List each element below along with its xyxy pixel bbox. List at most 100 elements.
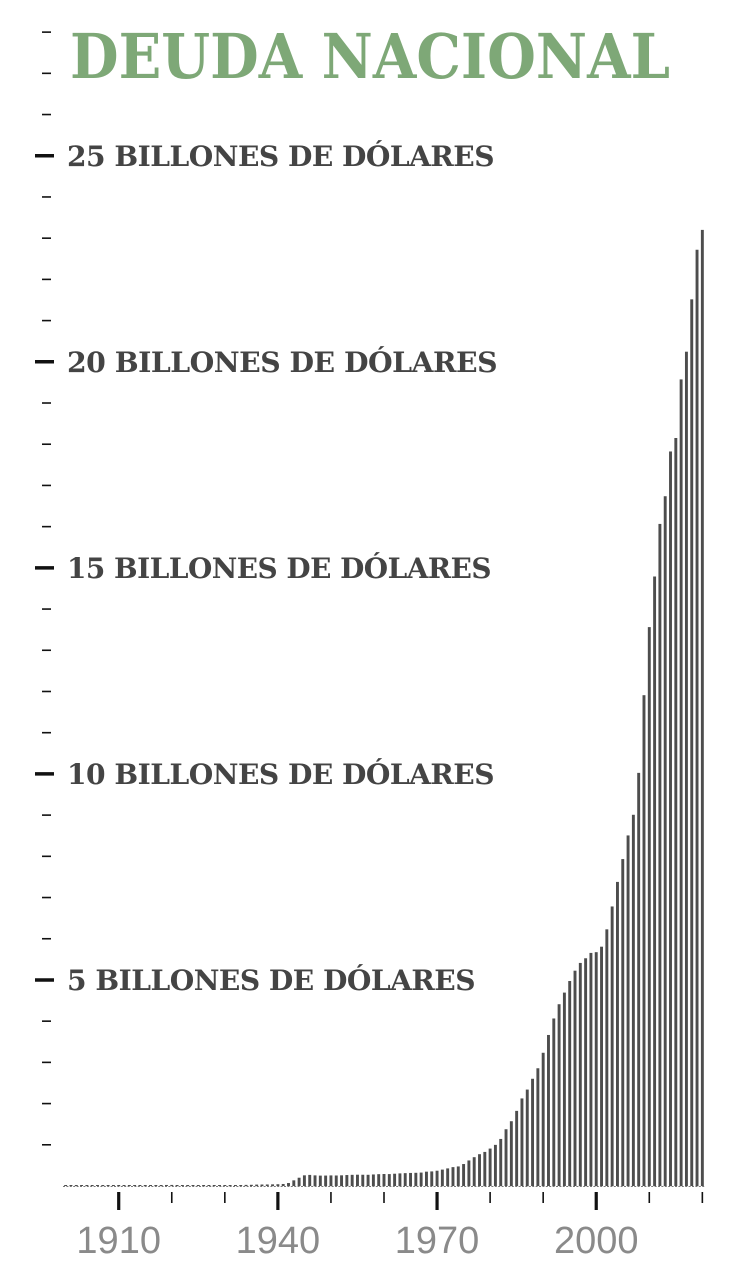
bar: [504, 1129, 508, 1186]
x-ticks: [117, 1192, 704, 1210]
bar: [589, 952, 593, 1186]
bar: [159, 1185, 163, 1186]
bar: [318, 1175, 322, 1186]
bar: [525, 1089, 529, 1186]
bar: [690, 299, 694, 1187]
bar: [202, 1185, 206, 1186]
bar: [578, 962, 582, 1186]
bar: [366, 1174, 370, 1186]
bar: [149, 1185, 153, 1186]
x-tick-labels: 1910 1940 1970 2000: [76, 1220, 638, 1262]
bar: [281, 1183, 285, 1186]
bar: [64, 1185, 68, 1186]
bar: [371, 1174, 375, 1186]
bar: [334, 1175, 338, 1186]
bar: [435, 1170, 439, 1186]
bar: [265, 1184, 269, 1186]
bar: [244, 1184, 248, 1186]
bar: [80, 1185, 84, 1186]
bar: [642, 695, 646, 1186]
bar: [478, 1154, 481, 1186]
bar: [143, 1185, 147, 1186]
bar: [493, 1144, 497, 1186]
bar: [621, 859, 625, 1186]
bar: [223, 1185, 227, 1186]
bar: [287, 1183, 290, 1186]
bar: [398, 1173, 402, 1186]
bar: [382, 1174, 386, 1186]
bar: [536, 1068, 540, 1186]
bar: [133, 1185, 137, 1186]
bar: [127, 1185, 131, 1186]
bar: [393, 1173, 397, 1186]
bar: [106, 1185, 110, 1186]
bar: [191, 1185, 195, 1186]
bar: [456, 1166, 460, 1186]
bar: [196, 1185, 200, 1186]
bar: [658, 523, 662, 1186]
bar: [329, 1175, 333, 1186]
y-major-ticks: [35, 154, 54, 982]
x-tick-label: 1910: [76, 1220, 161, 1262]
bar: [377, 1174, 381, 1186]
bar: [387, 1174, 391, 1186]
bar: [541, 1052, 545, 1186]
y-tick-label: 15 BILLONES DE DÓLARES: [67, 551, 491, 585]
bar: [302, 1175, 306, 1186]
bars: [64, 229, 704, 1187]
x-tick-label: 1940: [236, 1220, 321, 1262]
bar: [340, 1175, 344, 1186]
bar: [228, 1185, 232, 1186]
bar: [616, 881, 619, 1186]
bar: [90, 1185, 94, 1186]
bar: [292, 1180, 296, 1186]
bar: [345, 1175, 349, 1186]
chart-title: DEUDA NACIONAL: [70, 20, 670, 93]
bar: [419, 1172, 423, 1186]
bar: [684, 351, 688, 1186]
bar: [626, 835, 630, 1186]
bar: [122, 1185, 126, 1186]
bar: [605, 929, 609, 1186]
bar: [674, 438, 678, 1186]
bar: [239, 1185, 243, 1186]
x-tick-label: 2000: [554, 1220, 639, 1262]
bar: [547, 1034, 550, 1186]
bar: [276, 1184, 280, 1186]
bar: [679, 379, 683, 1186]
bar: [74, 1185, 78, 1186]
bar: [186, 1185, 190, 1186]
bar: [568, 981, 572, 1186]
bar: [297, 1177, 301, 1186]
bar: [584, 958, 588, 1186]
bar: [430, 1171, 434, 1186]
bar: [138, 1185, 142, 1186]
bar: [562, 992, 566, 1186]
bar: [499, 1138, 503, 1186]
bar: [557, 1004, 561, 1186]
bar: [520, 1098, 524, 1186]
bar: [170, 1184, 174, 1186]
bar: [669, 451, 672, 1187]
bar: [356, 1174, 359, 1186]
bar: [361, 1174, 365, 1186]
bar: [111, 1185, 115, 1186]
bar: [154, 1185, 158, 1186]
bar: [233, 1185, 237, 1186]
bar: [440, 1169, 444, 1186]
bar: [117, 1185, 121, 1186]
bar: [451, 1167, 455, 1186]
bar: [350, 1174, 354, 1186]
bar: [637, 772, 641, 1186]
bar: [96, 1185, 99, 1186]
y-tick-label: 10 BILLONES DE DÓLARES: [67, 757, 494, 791]
bar: [180, 1185, 184, 1186]
bar: [409, 1172, 412, 1186]
bar: [695, 249, 699, 1186]
bar: [509, 1121, 513, 1186]
bar: [552, 1018, 556, 1186]
bar: [424, 1171, 428, 1186]
bar: [594, 952, 598, 1186]
bar: [573, 970, 577, 1186]
